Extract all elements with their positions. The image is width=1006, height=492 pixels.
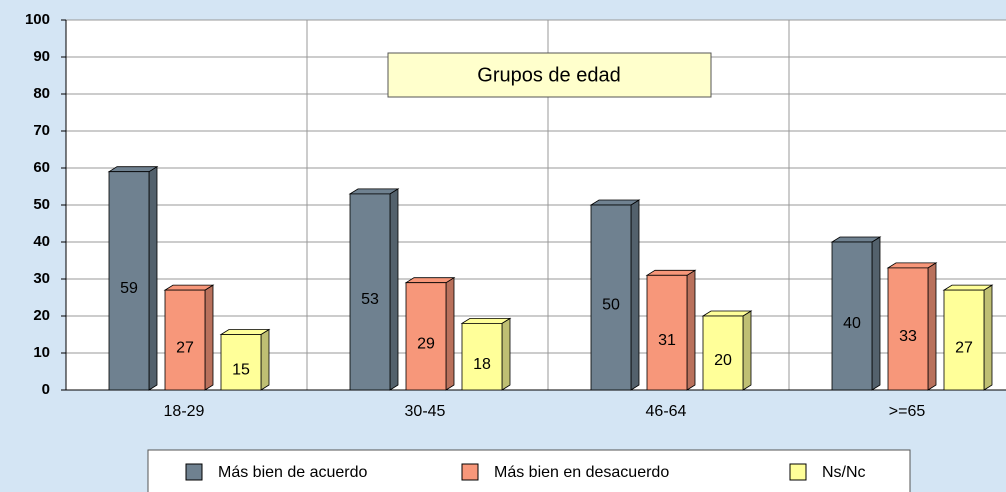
legend-box — [147, 449, 911, 492]
bar — [108, 171, 150, 391]
data-label: 18 — [473, 356, 491, 373]
data-label: 31 — [658, 332, 676, 349]
bar — [405, 282, 447, 391]
bar — [887, 267, 929, 391]
x-tick-label: 46-64 — [646, 403, 687, 420]
bar — [831, 241, 873, 391]
bar-top — [219, 329, 271, 335]
bar-top — [107, 166, 159, 173]
y-tick-label: 20 — [33, 307, 50, 324]
bar-top — [348, 188, 400, 195]
bar-top — [701, 310, 753, 317]
bar-side — [630, 199, 640, 391]
y-tick-label: 60 — [33, 159, 50, 176]
bar — [646, 274, 688, 391]
y-tick-label: 50 — [33, 196, 50, 213]
legend-label: Más bien de acuerdo — [218, 464, 368, 481]
data-label: 29 — [417, 336, 435, 353]
x-tick-label: 30-45 — [405, 403, 446, 420]
title-box — [387, 52, 712, 98]
y-tick-label: 70 — [33, 122, 50, 139]
data-label: 27 — [955, 339, 973, 356]
legend-swatch — [185, 463, 203, 481]
y-tick-label: 10 — [33, 344, 50, 361]
bar — [461, 322, 503, 391]
bar — [702, 315, 744, 391]
y-tick-label: 100 — [25, 11, 50, 28]
bar-side — [501, 317, 511, 391]
bar-top — [163, 284, 215, 291]
bar-side — [686, 269, 696, 391]
data-label: 27 — [176, 339, 194, 356]
y-tick-label: 90 — [33, 48, 50, 65]
bar-top — [460, 317, 512, 324]
data-label: 33 — [899, 328, 917, 345]
data-label: 40 — [843, 315, 861, 332]
bar-side — [445, 276, 455, 391]
legend-label: Más bien en desacuerdo — [494, 464, 669, 481]
bar-side — [927, 262, 937, 391]
bar — [220, 334, 262, 391]
bar-side — [871, 236, 881, 391]
data-label: 59 — [120, 280, 138, 297]
legend-label: Ns/Nc — [822, 464, 866, 481]
chart-title: Grupos de edad — [477, 64, 620, 86]
legend-swatch — [461, 463, 479, 481]
y-tick-label: 0 — [42, 381, 50, 398]
bar-top — [645, 269, 697, 276]
data-label: 20 — [714, 352, 732, 369]
bar-top — [404, 277, 456, 284]
bar-side — [260, 328, 270, 391]
x-tick-label: >=65 — [889, 403, 926, 420]
data-label: 50 — [602, 297, 620, 314]
bar — [349, 193, 391, 391]
y-tick-label: 30 — [33, 270, 50, 287]
bar-side — [204, 284, 214, 391]
legend-swatch — [789, 463, 807, 481]
bar-top — [830, 236, 882, 243]
bar-side — [742, 310, 752, 391]
y-tick-label: 40 — [33, 233, 50, 250]
data-label: 53 — [361, 291, 379, 308]
bar-top — [942, 284, 994, 291]
bar-top — [589, 199, 641, 206]
bar — [943, 289, 985, 391]
bar — [164, 289, 206, 391]
y-tick-label: 80 — [33, 85, 50, 102]
bar-top — [886, 262, 938, 269]
data-label: 15 — [232, 361, 250, 378]
bar-side — [389, 188, 399, 391]
x-tick-label: 18-29 — [164, 403, 205, 420]
bar-side — [148, 165, 158, 391]
bar-side — [983, 284, 993, 391]
bar — [590, 204, 632, 391]
